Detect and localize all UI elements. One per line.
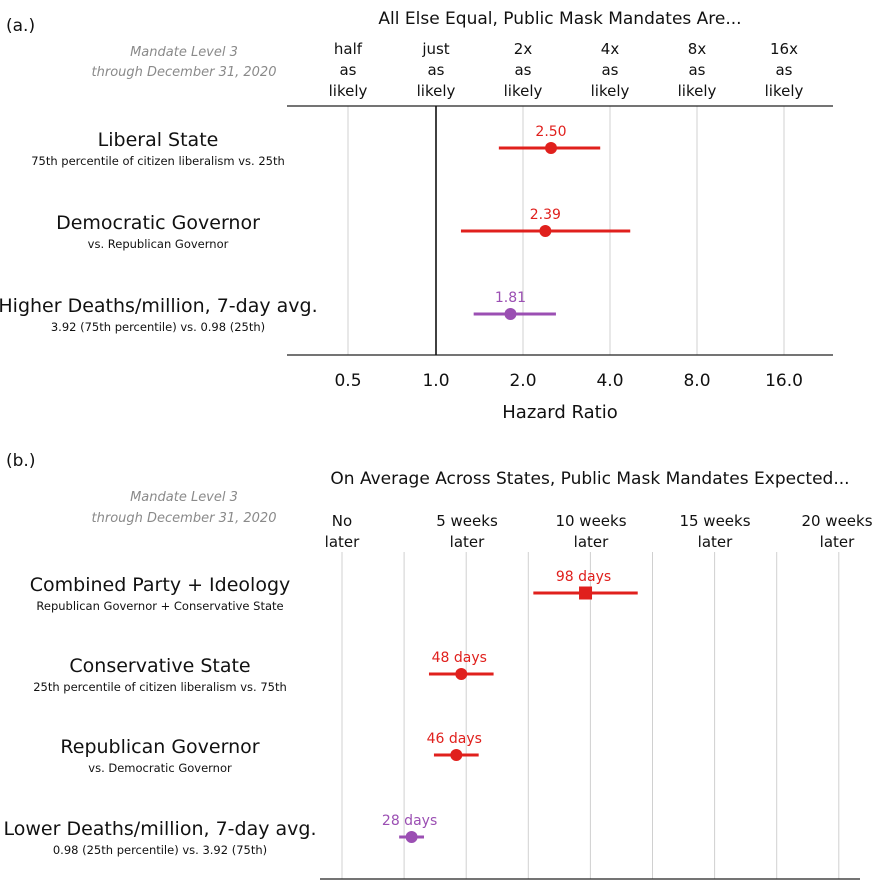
panel-b-note-line2: through December 31, 2020: [92, 511, 277, 526]
panel-b-title: On Average Across States, Public Mask Ma…: [330, 469, 849, 489]
panel-b-row-label: Republican Governor: [60, 736, 259, 758]
panel-b-column-header: later: [698, 533, 733, 551]
panel-b-column-header: later: [574, 533, 609, 551]
panel-a-row-label: Higher Deaths/million, 7-day avg.: [0, 295, 318, 317]
panel-a-value-label: 2.50: [535, 124, 566, 140]
panel-b-row-sublabel: 25th percentile of citizen liberalism vs…: [33, 680, 287, 694]
panel-a-tick-label: 16.0: [765, 371, 803, 391]
panel-b-column-header: 10 weeks: [555, 512, 626, 530]
panel-b-row-label: Combined Party + Ideology: [30, 574, 291, 596]
panel-b-value-label: 28 days: [382, 813, 437, 829]
panel-b-point: [450, 749, 463, 761]
panel-a-column-header: half: [334, 40, 363, 58]
panel-a-value-label: 1.81: [495, 290, 526, 306]
panel-a-tick-label: 1.0: [422, 371, 449, 391]
panel-b-column-header: 20 weeks: [801, 512, 872, 530]
panel-b-value-label: 98 days: [556, 569, 611, 585]
panel-b-row-label: Conservative State: [69, 655, 250, 677]
panel-b-row-sublabel: 0.98 (25th percentile) vs. 3.92 (75th): [53, 843, 267, 857]
panel-a-column-header: as: [688, 61, 705, 79]
panel-a-note-line1: Mandate Level 3: [130, 45, 238, 60]
panel-a-column-header: as: [339, 61, 356, 79]
panel-a-column-header: as: [514, 61, 531, 79]
panel-a-column-header: as: [427, 61, 444, 79]
panel-b-column-header: No: [332, 512, 352, 530]
panel-a-x-axis-label: Hazard Ratio: [502, 402, 618, 423]
panel-a-row-sublabel: 3.92 (75th percentile) vs. 0.98 (25th): [51, 320, 265, 334]
panel-a-column-header: as: [601, 61, 618, 79]
panel-a-rows: Liberal State 75th percentile of citizen …: [0, 124, 631, 334]
panel-a-point: [545, 142, 558, 154]
panel-b-gridlines: [341, 552, 840, 879]
panel-a-column-header: as: [775, 61, 792, 79]
panel-a-value-label: 2.39: [530, 207, 561, 223]
panel-a-row-label: Liberal State: [98, 129, 219, 151]
panel-b-column-headers: No later 5 weeks later 10 weeks later 15 weeks…: [325, 512, 873, 551]
panel-a-column-header: likely: [765, 82, 804, 100]
panel-b-column-header: 5 weeks: [436, 512, 498, 530]
panel-a-column-header: likely: [591, 82, 630, 100]
panel-b-label: (b.): [6, 451, 35, 471]
panel-a-column-headers: half as likely just as likely 2x as likely 4x as li…: [329, 40, 804, 100]
panel-a-column-header: likely: [504, 82, 543, 100]
panel-b-point: [579, 586, 593, 600]
panel-a-column-header: likely: [329, 82, 368, 100]
panel-a-point: [504, 308, 517, 320]
panel-b-row-sublabel: vs. Democratic Governor: [88, 761, 232, 775]
panel-b-note-line1: Mandate Level 3: [130, 490, 238, 505]
panel-b-row-label: Lower Deaths/million, 7-day avg.: [4, 818, 317, 840]
panel-b-column-header: later: [820, 533, 855, 551]
panel-b-point: [455, 668, 468, 680]
panel-b-value-label: 48 days: [432, 650, 487, 666]
panel-a-column-header: likely: [417, 82, 456, 100]
panel-a-tick-label: 0.5: [334, 371, 361, 391]
panel-a-tick-labels: 0.5 1.0 2.0 4.0 8.0 16.0: [334, 371, 802, 391]
panel-a-tick-label: 8.0: [683, 371, 710, 391]
panel-a-row-sublabel: 75th percentile of citizen liberalism vs…: [31, 154, 285, 168]
panel-a-tick-label: 2.0: [509, 371, 536, 391]
panel-a-column-header: likely: [678, 82, 717, 100]
panel-a-label: (a.): [6, 16, 35, 36]
panel-a-point: [539, 225, 552, 237]
panel-a-column-header: 4x: [601, 40, 620, 58]
panel-a-tick-label: 4.0: [596, 371, 623, 391]
panel-a-column-header: 16x: [770, 40, 798, 58]
panel-b-rows: Combined Party + Ideology Republican Gove…: [4, 569, 638, 857]
panel-a-note-line2: through December 31, 2020: [92, 65, 277, 80]
panel-a-column-header: just: [421, 40, 449, 58]
panel-a-column-header: 2x: [514, 40, 533, 58]
panel-b-column-header: later: [325, 533, 360, 551]
panel-b-row-sublabel: Republican Governor + Conservative State: [36, 599, 283, 613]
panel-b-column-header: 15 weeks: [679, 512, 750, 530]
panel-a-row-label: Democratic Governor: [56, 212, 260, 234]
panel-a-column-header: 8x: [688, 40, 707, 58]
panel-b-value-label: 46 days: [427, 731, 482, 747]
panel-b-point: [405, 831, 418, 843]
panel-b-column-header: later: [450, 533, 485, 551]
panel-a-row-sublabel: vs. Republican Governor: [88, 237, 229, 251]
panel-a-title: All Else Equal, Public Mask Mandates Are…: [378, 9, 741, 29]
